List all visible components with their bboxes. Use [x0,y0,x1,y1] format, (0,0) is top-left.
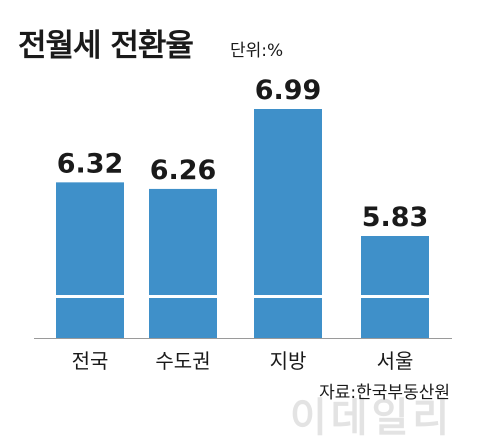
bar-chart: 6.32 전국 6.26 수도권 6.99 지방 5.83 서울 [34,75,452,373]
chart-title: 전월세 전환율 [18,28,194,64]
bar-서울 [361,236,429,338]
bar-전국 [56,182,124,338]
category-label: 서울 [377,349,414,373]
category-label: 수도권 [155,349,210,373]
value-label: 6.26 [150,155,217,186]
source-note: 자료:한국부동산원 [319,383,450,403]
value-label: 6.32 [57,148,124,179]
axis-break-mark [361,295,429,298]
value-label: 6.99 [255,75,322,106]
category-label: 지방 [270,349,307,373]
unit-label: 단위:% [230,41,284,61]
value-label: 5.83 [362,202,429,233]
axis-break-mark [254,295,322,298]
labels-group: 6.32 전국 6.26 수도권 6.99 지방 5.83 서울 [57,75,429,373]
bar-수도권 [149,188,217,338]
category-label: 전국 [72,349,109,373]
axis-break-mark [56,295,124,298]
axis-break-mark [149,295,217,298]
bars-group [34,109,452,339]
bar-지방 [254,109,322,338]
